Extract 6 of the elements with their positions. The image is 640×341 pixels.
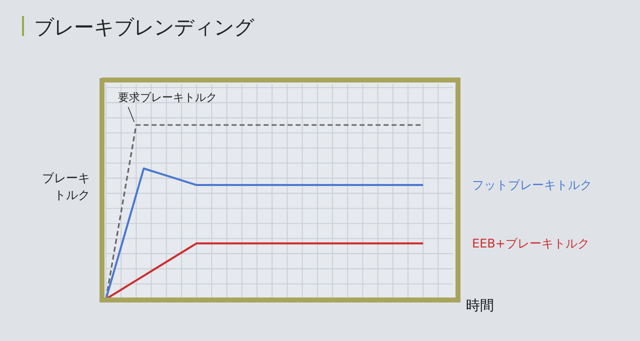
y-axis-title: ブレーキトルク	[42, 171, 90, 202]
x-axis-title: 時間	[466, 298, 494, 314]
text: EEB+ブレーキトルク	[472, 236, 590, 250]
text: フットブレーキトルク	[472, 178, 592, 192]
series-label: 要求ブレーキトルク	[118, 91, 218, 104]
chart-title: ブレーキブレンディング	[34, 15, 255, 39]
